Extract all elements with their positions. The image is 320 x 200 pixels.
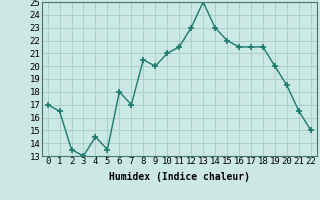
X-axis label: Humidex (Indice chaleur): Humidex (Indice chaleur) xyxy=(109,172,250,182)
